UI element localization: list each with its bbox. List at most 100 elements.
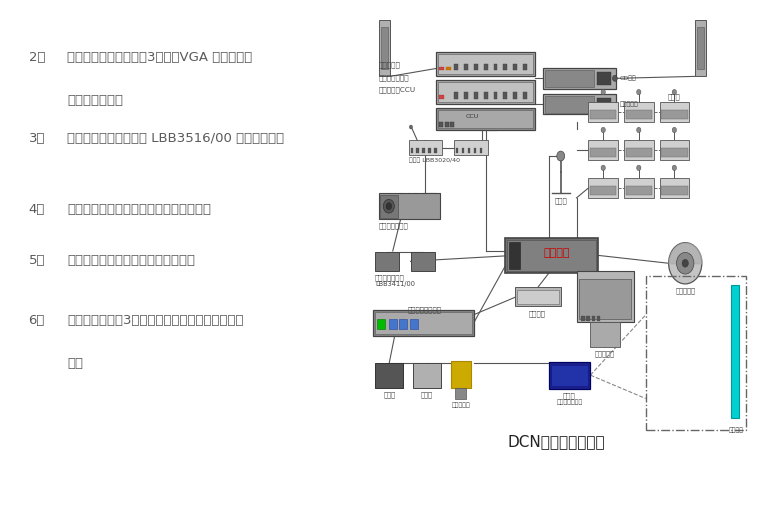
Text: 实物投影仪到控制台有3根线：VGA 信号线、电: 实物投影仪到控制台有3根线：VGA 信号线、电 bbox=[67, 51, 252, 64]
Bar bbox=[429, 148, 431, 153]
Bar bbox=[625, 111, 652, 119]
Bar bbox=[436, 80, 535, 104]
Circle shape bbox=[557, 151, 565, 161]
Bar bbox=[410, 148, 413, 153]
Bar bbox=[381, 27, 388, 69]
Circle shape bbox=[676, 252, 694, 274]
Bar bbox=[473, 148, 477, 153]
Text: 电动幕屏: 电动幕屏 bbox=[729, 427, 744, 432]
Bar bbox=[549, 361, 591, 389]
Circle shape bbox=[682, 259, 689, 267]
Bar bbox=[523, 92, 527, 98]
Bar bbox=[380, 195, 398, 218]
Bar bbox=[409, 140, 442, 155]
Bar bbox=[590, 148, 616, 157]
Bar bbox=[695, 20, 706, 77]
Bar bbox=[455, 388, 467, 399]
Bar bbox=[439, 82, 533, 102]
Bar bbox=[464, 92, 468, 98]
Bar bbox=[445, 122, 449, 127]
Bar bbox=[625, 186, 652, 195]
Bar bbox=[480, 148, 482, 153]
Text: 音频数制接口器: 音频数制接口器 bbox=[379, 74, 410, 81]
Circle shape bbox=[637, 165, 641, 170]
Text: CCU: CCU bbox=[465, 114, 479, 119]
Bar bbox=[597, 316, 600, 321]
Bar bbox=[375, 252, 400, 271]
Text: 2、: 2、 bbox=[29, 51, 45, 64]
Text: 话线、电源线。: 话线、电源线。 bbox=[67, 94, 123, 107]
Text: 红外线发送批机: 红外线发送批机 bbox=[379, 223, 409, 229]
Text: 主控硬盘: 主控硬盘 bbox=[528, 310, 546, 316]
Text: 频线: 频线 bbox=[67, 357, 83, 371]
Circle shape bbox=[386, 203, 391, 210]
Text: 彩色监视机: 彩色监视机 bbox=[595, 351, 615, 357]
Circle shape bbox=[637, 127, 641, 133]
Bar bbox=[493, 63, 498, 70]
Text: 接力放大器: 接力放大器 bbox=[379, 62, 401, 68]
Bar bbox=[456, 148, 458, 153]
Bar bbox=[436, 52, 535, 77]
Bar bbox=[454, 63, 458, 70]
Bar bbox=[379, 194, 440, 219]
Text: 扩声器: 扩声器 bbox=[667, 94, 680, 100]
Bar bbox=[579, 279, 631, 319]
Circle shape bbox=[669, 243, 701, 284]
Bar bbox=[661, 111, 688, 119]
Text: 会议系统到控制台两根 LBB3516/00 的信号控制线: 会议系统到控制台两根 LBB3516/00 的信号控制线 bbox=[67, 132, 284, 145]
Bar bbox=[416, 148, 419, 153]
Bar bbox=[410, 252, 435, 271]
Circle shape bbox=[601, 127, 606, 133]
Bar bbox=[423, 148, 425, 153]
Text: 摄象机到控制台3根线：电源线、键盘控制线、视: 摄象机到控制台3根线：电源线、键盘控制线、视 bbox=[67, 314, 243, 328]
Bar bbox=[483, 92, 488, 98]
Bar bbox=[451, 360, 471, 388]
Bar bbox=[505, 238, 598, 273]
Bar bbox=[588, 178, 618, 198]
Bar bbox=[473, 92, 478, 98]
Bar bbox=[410, 319, 418, 329]
Bar bbox=[661, 186, 688, 195]
Text: 录播机: 录播机 bbox=[421, 391, 432, 398]
Bar bbox=[454, 140, 488, 155]
Text: LBB3411/00: LBB3411/00 bbox=[375, 281, 415, 287]
Bar bbox=[413, 363, 441, 388]
Bar bbox=[597, 98, 611, 111]
Text: DCN会议管理系统图: DCN会议管理系统图 bbox=[508, 434, 606, 449]
Bar bbox=[545, 95, 594, 113]
Bar bbox=[464, 63, 468, 70]
Bar bbox=[518, 291, 559, 304]
Text: 所有音筱到控制台各一根音响专用线: 所有音筱到控制台各一根音响专用线 bbox=[67, 254, 195, 267]
Circle shape bbox=[613, 76, 617, 81]
Bar bbox=[439, 95, 444, 98]
Text: 3、: 3、 bbox=[29, 132, 45, 145]
Text: 电动投影幕到控制台一根电源线（三芯）: 电动投影幕到控制台一根电源线（三芯） bbox=[67, 203, 211, 216]
Text: 4、: 4、 bbox=[29, 203, 45, 216]
Text: 中央控连器CCU: 中央控连器CCU bbox=[379, 86, 416, 93]
Bar bbox=[660, 140, 689, 160]
Bar bbox=[503, 63, 508, 70]
Bar bbox=[503, 92, 508, 98]
Circle shape bbox=[672, 89, 676, 95]
Bar bbox=[590, 186, 616, 195]
Bar bbox=[545, 70, 594, 87]
Circle shape bbox=[672, 165, 676, 170]
Bar bbox=[697, 27, 705, 69]
Bar bbox=[439, 122, 443, 127]
Text: 主席机: 主席机 bbox=[554, 198, 567, 204]
Bar bbox=[624, 102, 654, 122]
Text: 控车主机: 控车主机 bbox=[543, 248, 570, 259]
Bar bbox=[400, 319, 407, 329]
Bar bbox=[624, 178, 654, 198]
Bar bbox=[513, 92, 518, 98]
Bar bbox=[439, 66, 444, 70]
Bar bbox=[508, 240, 597, 271]
Text: 话筒机 LBB3020/40: 话筒机 LBB3020/40 bbox=[409, 158, 460, 163]
Bar bbox=[588, 102, 618, 122]
Circle shape bbox=[601, 165, 606, 170]
Text: 投像机: 投像机 bbox=[383, 391, 395, 398]
Text: 一体化球机: 一体化球机 bbox=[675, 288, 695, 295]
Bar bbox=[375, 312, 472, 334]
Bar bbox=[581, 316, 585, 321]
Bar bbox=[597, 73, 611, 85]
